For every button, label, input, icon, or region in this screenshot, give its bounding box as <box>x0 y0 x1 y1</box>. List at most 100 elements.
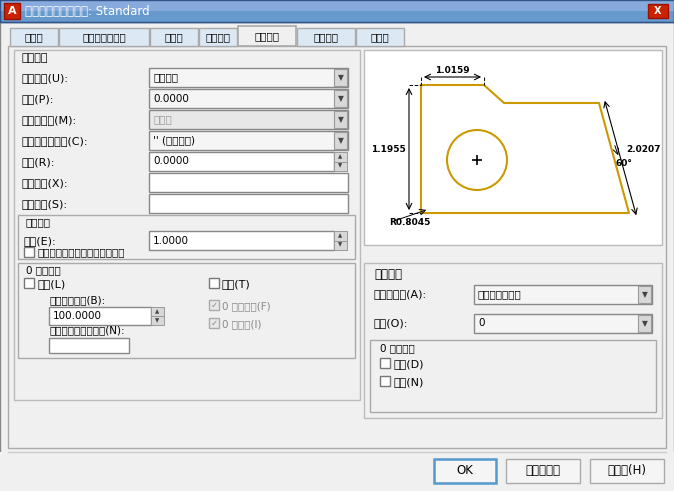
Bar <box>648 4 668 18</box>
Bar <box>209 300 219 310</box>
Bar <box>0 0 674 22</box>
Text: A: A <box>7 6 16 16</box>
Text: 水平線: 水平線 <box>153 114 172 125</box>
Text: 十進表記: 十進表記 <box>153 73 178 82</box>
Text: ▲: ▲ <box>338 233 342 238</box>
Bar <box>364 263 662 418</box>
Bar <box>334 152 347 162</box>
Text: 1.0159: 1.0159 <box>435 66 470 75</box>
Bar <box>638 286 651 303</box>
Text: 分数の形式(M):: 分数の形式(M): <box>22 115 77 126</box>
Bar <box>18 215 355 259</box>
Bar <box>14 50 360 400</box>
Bar <box>334 132 347 149</box>
Bar <box>334 241 347 250</box>
Text: 角度寸法: 角度寸法 <box>374 268 402 280</box>
Text: シンボルと矢印: シンボルと矢印 <box>82 32 126 42</box>
Bar <box>334 162 347 171</box>
Text: レイアウト寸法記入のみに適用: レイアウト寸法記入のみに適用 <box>37 247 125 257</box>
Text: ▼: ▼ <box>338 136 344 145</box>
Text: 先頭(D): 先頭(D) <box>393 359 423 369</box>
Text: フィット: フィット <box>206 32 231 42</box>
Text: 基本単位: 基本単位 <box>255 31 280 41</box>
Text: X: X <box>654 6 662 16</box>
Text: 0.0000: 0.0000 <box>153 93 189 104</box>
Bar <box>590 459 664 483</box>
Bar <box>149 131 348 150</box>
Text: ▲: ▲ <box>156 309 160 314</box>
Text: 丸め(R):: 丸め(R): <box>22 158 55 167</box>
Text: 0 フィート(F): 0 フィート(F) <box>222 301 271 311</box>
Text: 精度(P):: 精度(P): <box>22 94 55 105</box>
Text: ▲: ▲ <box>338 154 342 159</box>
Text: R0.8045: R0.8045 <box>389 218 431 227</box>
Text: 先頭(L): 先頭(L) <box>37 279 65 289</box>
Text: ▼: ▼ <box>338 94 344 103</box>
Bar <box>297 28 355 46</box>
Bar <box>370 340 656 412</box>
Bar <box>506 459 580 483</box>
Text: サブ単位係数(B):: サブ単位係数(B): <box>49 295 105 305</box>
Bar <box>8 46 666 448</box>
Text: ▼: ▼ <box>642 290 648 299</box>
Text: 単位の形式(A):: 単位の形式(A): <box>374 289 427 299</box>
Bar <box>334 231 347 241</box>
Bar <box>334 111 347 128</box>
Bar <box>380 376 390 386</box>
Bar <box>209 318 219 328</box>
Text: 十進数の区切り(C):: 十進数の区切り(C): <box>22 136 88 146</box>
Text: 寸法線: 寸法線 <box>25 32 43 42</box>
Bar <box>10 28 58 46</box>
Text: 100.0000: 100.0000 <box>53 311 102 321</box>
Bar <box>380 358 390 368</box>
Text: ▼: ▼ <box>338 243 342 248</box>
Text: 度（十進表記）: 度（十進表記） <box>478 290 522 300</box>
Bar <box>638 315 651 332</box>
Bar <box>149 152 334 171</box>
Text: ▼: ▼ <box>338 73 344 82</box>
Text: キャンセル: キャンセル <box>526 464 561 478</box>
Bar <box>18 263 355 358</box>
Bar <box>149 194 348 213</box>
Bar <box>149 173 348 192</box>
Text: 0 インチ(I): 0 インチ(I) <box>222 319 262 329</box>
Text: OK: OK <box>456 464 473 478</box>
Text: 1.0000: 1.0000 <box>153 236 189 246</box>
Text: 変換単位: 変換単位 <box>313 32 338 42</box>
Bar <box>24 278 34 288</box>
Bar <box>59 28 149 46</box>
Bar <box>474 285 652 304</box>
Text: 2.0207: 2.0207 <box>626 145 661 155</box>
Text: サブ単位の接尾表記(N):: サブ単位の接尾表記(N): <box>49 325 125 335</box>
Text: 60°: 60° <box>615 159 632 167</box>
Bar <box>474 314 652 333</box>
Bar <box>334 69 347 86</box>
Text: 寸法スタイルを修正: Standard: 寸法スタイルを修正: Standard <box>25 4 150 18</box>
Bar <box>4 3 20 19</box>
Text: ▼: ▼ <box>642 319 648 328</box>
Text: 接頭表記(X):: 接頭表記(X): <box>22 179 69 189</box>
Text: 0: 0 <box>478 319 485 328</box>
Bar <box>0 0 674 11</box>
Text: 末尾(N): 末尾(N) <box>393 377 423 387</box>
Text: 0 省略表記: 0 省略表記 <box>380 343 415 353</box>
Text: 末尾(T): 末尾(T) <box>222 279 251 289</box>
Bar <box>238 26 296 46</box>
Bar <box>150 28 198 46</box>
Bar <box>151 307 164 316</box>
Text: 0.0000: 0.0000 <box>153 157 189 166</box>
Bar <box>149 110 348 129</box>
Text: 寸法値: 寸法値 <box>164 32 183 42</box>
Text: ▼: ▼ <box>338 164 342 169</box>
Bar <box>356 28 404 46</box>
Bar <box>434 459 496 483</box>
Text: 接尾表記(S):: 接尾表記(S): <box>22 199 68 210</box>
Bar <box>49 338 129 353</box>
Bar <box>149 89 348 108</box>
Bar <box>24 247 34 257</box>
Text: ヘルプ(H): ヘルプ(H) <box>607 464 646 478</box>
Text: 1.1955: 1.1955 <box>371 144 406 154</box>
Bar <box>0 0 674 22</box>
Text: '' (ピリオド): '' (ピリオド) <box>153 136 195 145</box>
Text: 長さ寸法: 長さ寸法 <box>22 53 49 63</box>
